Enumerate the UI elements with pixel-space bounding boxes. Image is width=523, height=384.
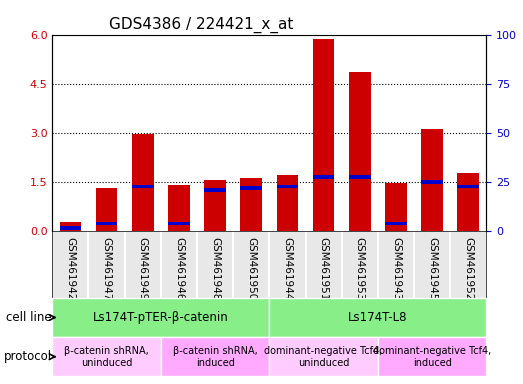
Text: β-catenin shRNA,
uninduced: β-catenin shRNA, uninduced [64, 346, 149, 367]
Bar [168, 222, 190, 225]
Text: GSM461943: GSM461943 [391, 237, 401, 301]
Bar [313, 40, 335, 231]
Bar [349, 72, 371, 231]
Text: GSM461951: GSM461951 [319, 237, 328, 301]
Text: GSM461947: GSM461947 [101, 237, 111, 301]
Text: GSM461952: GSM461952 [463, 237, 473, 301]
Bar [204, 180, 226, 231]
Bar [422, 129, 443, 231]
Bar [277, 175, 298, 231]
Text: β-catenin shRNA,
induced: β-catenin shRNA, induced [173, 346, 257, 367]
FancyBboxPatch shape [269, 337, 378, 376]
Text: GSM461953: GSM461953 [355, 237, 365, 301]
Text: GSM461949: GSM461949 [138, 237, 147, 301]
Bar [458, 174, 479, 231]
Bar [385, 222, 407, 225]
Text: protocol: protocol [4, 350, 52, 363]
FancyBboxPatch shape [269, 298, 486, 337]
Bar [277, 185, 298, 189]
Text: Ls174T-pTER-β-catenin: Ls174T-pTER-β-catenin [93, 311, 229, 324]
FancyBboxPatch shape [52, 337, 161, 376]
Text: GSM461945: GSM461945 [427, 237, 437, 301]
FancyBboxPatch shape [378, 337, 486, 376]
Text: GDS4386 / 224421_x_at: GDS4386 / 224421_x_at [109, 17, 293, 33]
Bar [349, 175, 371, 179]
Bar [96, 188, 117, 231]
Bar [241, 178, 262, 231]
Bar [60, 222, 81, 231]
Bar [60, 226, 81, 230]
Bar [96, 222, 117, 225]
Bar [385, 183, 407, 231]
FancyBboxPatch shape [161, 337, 269, 376]
Text: GSM461948: GSM461948 [210, 237, 220, 301]
Bar [422, 180, 443, 184]
Text: GSM461950: GSM461950 [246, 237, 256, 301]
Text: cell line: cell line [6, 311, 52, 324]
Bar [168, 185, 190, 231]
Bar [204, 188, 226, 192]
Text: Ls174T-L8: Ls174T-L8 [348, 311, 407, 324]
Text: dominant-negative Tcf4,
induced: dominant-negative Tcf4, induced [373, 346, 491, 367]
Text: GSM461942: GSM461942 [65, 237, 75, 301]
Text: dominant-negative Tcf4,
uninduced: dominant-negative Tcf4, uninduced [265, 346, 383, 367]
Text: GSM461944: GSM461944 [282, 237, 292, 301]
Bar [132, 134, 154, 231]
Bar [241, 186, 262, 190]
Text: GSM461946: GSM461946 [174, 237, 184, 301]
Bar [313, 175, 335, 179]
FancyBboxPatch shape [52, 298, 269, 337]
Bar [132, 185, 154, 189]
Bar [458, 185, 479, 189]
